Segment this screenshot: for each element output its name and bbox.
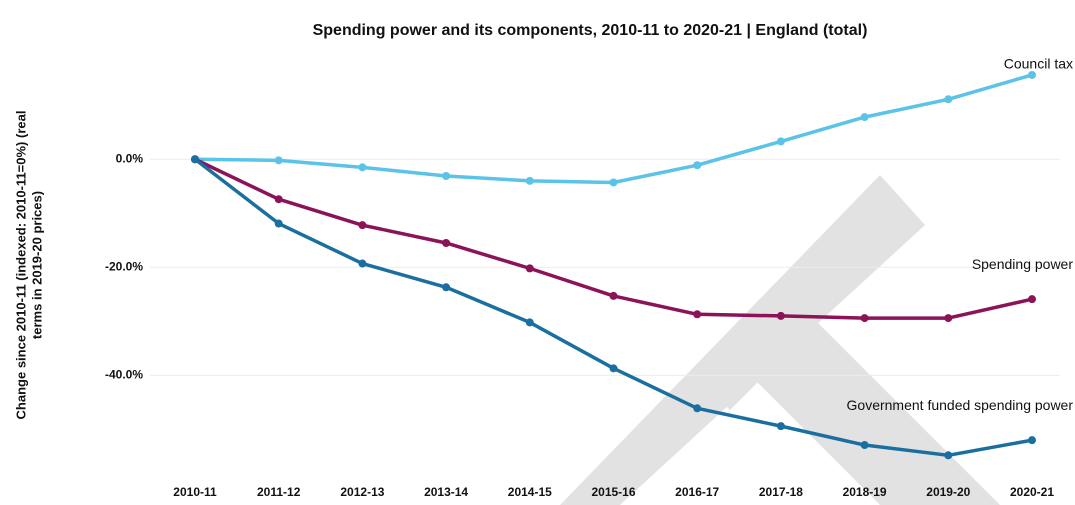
- chart-title: Spending power and its components, 2010-…: [313, 22, 868, 39]
- x-tick-label: 2012-13: [340, 485, 384, 499]
- data-point: [609, 364, 618, 373]
- data-point: [860, 441, 869, 450]
- x-tick-label: 2017-18: [759, 485, 803, 499]
- data-point: [358, 259, 367, 268]
- x-tick-label: 2011-12: [257, 485, 301, 499]
- y-tick-label: -40.0%: [105, 368, 143, 382]
- data-point: [274, 219, 283, 228]
- y-axis-label: Change since 2010-11 (indexed: 2010-11=0…: [13, 111, 28, 420]
- data-point: [944, 95, 953, 104]
- data-point: [274, 156, 283, 165]
- x-tick-label: 2014-15: [508, 485, 552, 499]
- series-label: Council tax: [1004, 56, 1073, 72]
- y-tick-label: -20.0%: [105, 259, 143, 273]
- data-point: [274, 195, 283, 204]
- x-tick-label: 2015-16: [591, 485, 635, 499]
- data-point: [358, 221, 367, 230]
- data-point: [944, 314, 953, 323]
- data-point: [1028, 70, 1036, 79]
- y-axis-label: terms in 2019-20 prices): [29, 191, 44, 339]
- series-label: Government funded spending power: [847, 397, 1074, 413]
- data-point: [609, 178, 618, 187]
- data-point: [442, 283, 451, 292]
- x-tick-label: 2016-17: [675, 485, 719, 499]
- data-point: [442, 238, 451, 247]
- data-point: [776, 137, 785, 146]
- data-point: [693, 404, 702, 413]
- x-tick-label: 2013-14: [424, 485, 468, 499]
- data-point: [860, 113, 869, 122]
- x-tick-label: 2010-11: [173, 485, 217, 499]
- y-tick-label: 0.0%: [116, 151, 144, 165]
- data-point: [609, 291, 618, 300]
- data-point: [442, 171, 451, 180]
- data-point: [693, 161, 702, 170]
- series-line: [194, 73, 1033, 185]
- data-point: [776, 311, 785, 320]
- x-tick-label: 2020-21: [1010, 485, 1054, 499]
- data-point: [191, 155, 199, 164]
- data-point: [776, 422, 785, 431]
- x-tick-label: 2019-20: [926, 485, 970, 499]
- data-point: [358, 163, 367, 172]
- data-point: [525, 176, 534, 185]
- data-point: [860, 314, 869, 323]
- data-point: [525, 318, 534, 327]
- data-point: [693, 310, 702, 319]
- data-point: [1028, 295, 1036, 304]
- series-label: Spending power: [972, 256, 1074, 272]
- watermark: [560, 175, 1000, 505]
- data-point: [1028, 436, 1036, 445]
- data-point: [525, 264, 534, 273]
- x-tick-label: 2018-19: [843, 485, 887, 499]
- data-point: [944, 451, 953, 460]
